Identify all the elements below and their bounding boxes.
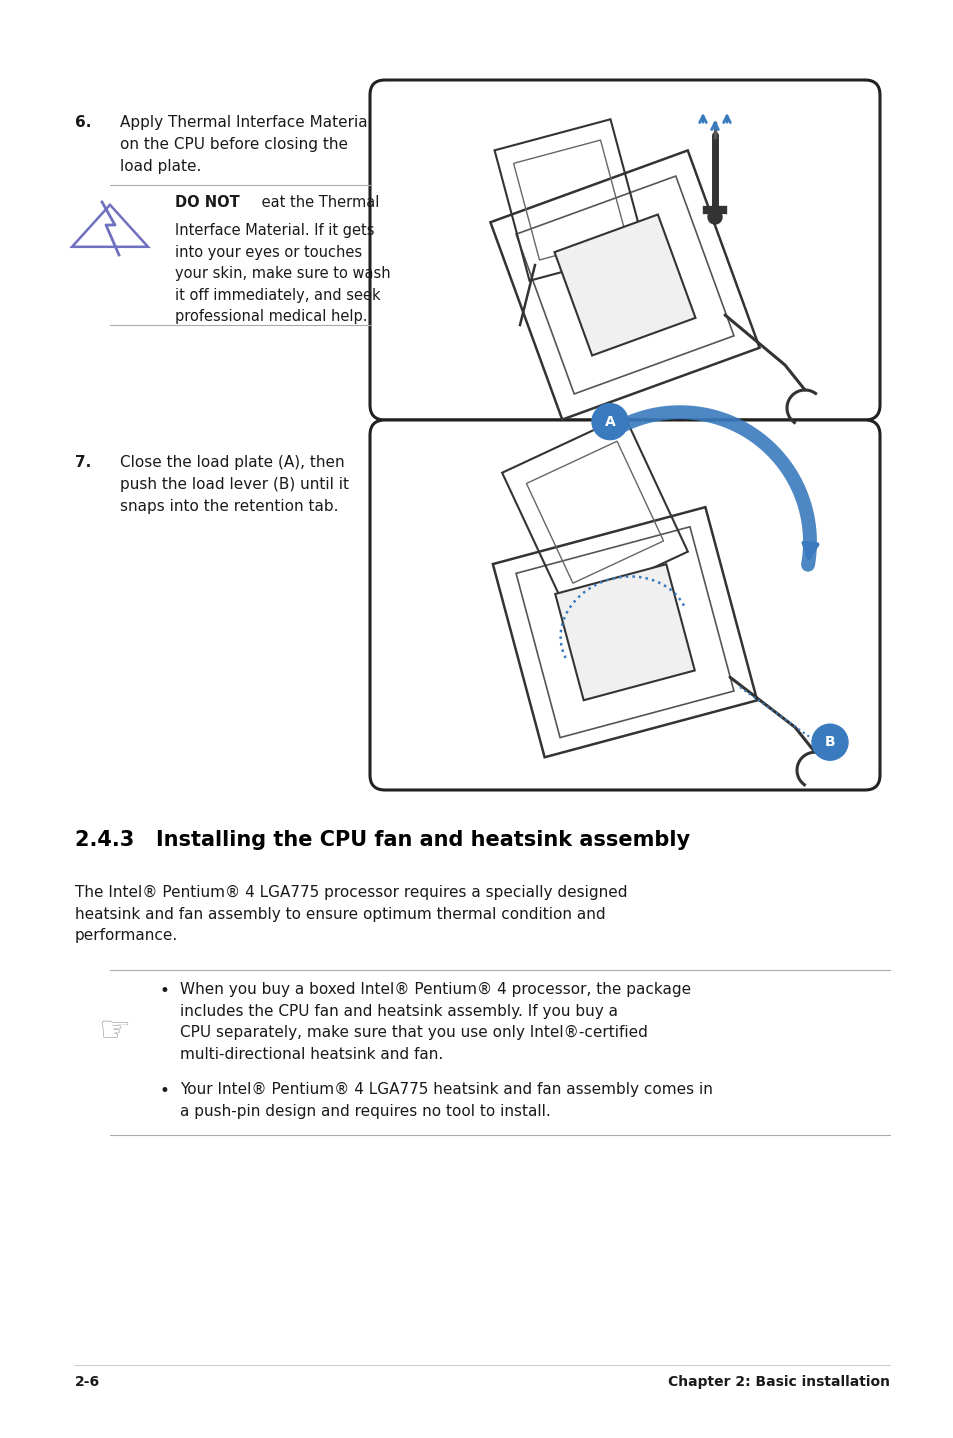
Text: 2.4.3   Installing the CPU fan and heatsink assembly: 2.4.3 Installing the CPU fan and heatsin… [75, 830, 689, 850]
Text: Apply Thermal Interface Material
on the CPU before closing the
load plate.: Apply Thermal Interface Material on the … [120, 115, 372, 174]
FancyBboxPatch shape [370, 420, 879, 789]
Text: B: B [823, 735, 835, 749]
Text: Your Intel® Pentium® 4 LGA775 heatsink and fan assembly comes in
a push-pin desi: Your Intel® Pentium® 4 LGA775 heatsink a… [180, 1081, 712, 1119]
Text: 2-6: 2-6 [75, 1375, 100, 1389]
Text: 7.: 7. [75, 454, 91, 470]
Text: •: • [160, 982, 170, 999]
Text: 6.: 6. [75, 115, 91, 129]
Circle shape [707, 210, 721, 224]
Text: When you buy a boxed Intel® Pentium® 4 processor, the package
includes the CPU f: When you buy a boxed Intel® Pentium® 4 p… [180, 982, 690, 1061]
Text: The Intel® Pentium® 4 LGA775 processor requires a specially designed
heatsink an: The Intel® Pentium® 4 LGA775 processor r… [75, 884, 627, 943]
Text: ☞: ☞ [99, 1012, 132, 1047]
Polygon shape [554, 214, 695, 355]
Text: •: • [160, 1081, 170, 1100]
Text: Interface Material. If it gets
into your eyes or touches
your skin, make sure to: Interface Material. If it gets into your… [174, 223, 390, 325]
Text: eat the Thermal: eat the Thermal [256, 196, 379, 210]
Polygon shape [555, 564, 694, 700]
FancyBboxPatch shape [370, 81, 879, 420]
Text: A: A [604, 414, 615, 429]
Text: Chapter 2: Basic installation: Chapter 2: Basic installation [667, 1375, 889, 1389]
Text: Close the load plate (A), then
push the load lever (B) until it
snaps into the r: Close the load plate (A), then push the … [120, 454, 349, 515]
Circle shape [811, 725, 847, 761]
Text: DO NOT: DO NOT [174, 196, 239, 210]
Circle shape [592, 404, 627, 440]
